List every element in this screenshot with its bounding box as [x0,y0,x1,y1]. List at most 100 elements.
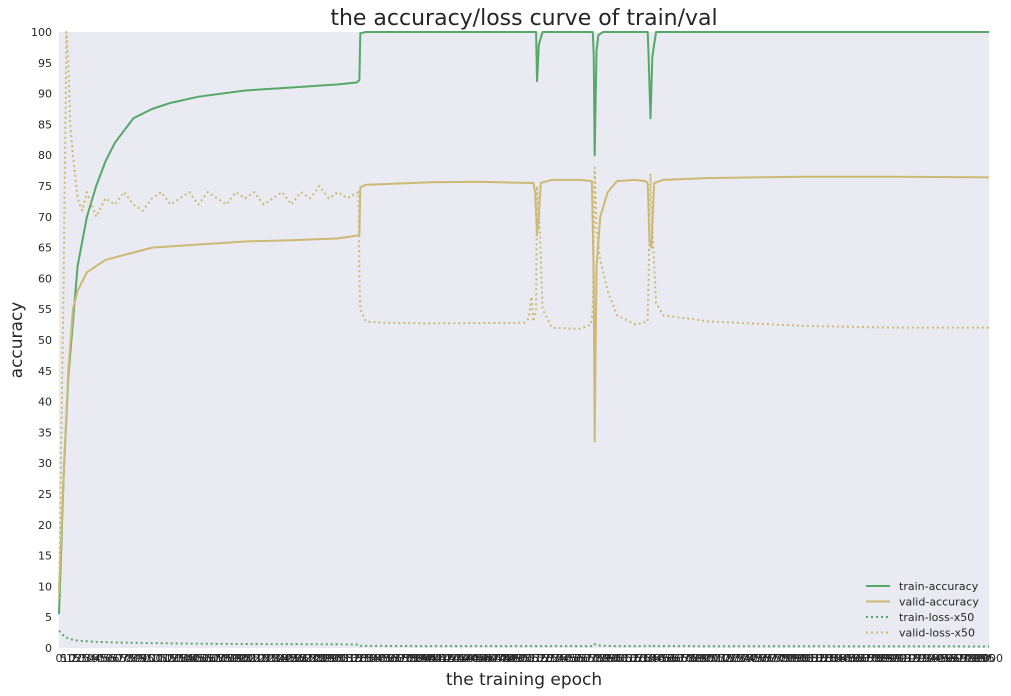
x-tick-label: 70 [117,652,131,665]
x-tick-label: 690 [690,652,711,665]
x-tick-label: 550 [560,652,581,665]
x-tick-label: 290 [318,652,339,665]
x-tick-label: 625 [630,652,651,665]
x-tick-label: 330 [355,652,376,665]
x-tick-label: 350 [374,652,395,665]
x-tick-label: 400 [421,652,442,665]
x-tick-label: 605 [611,652,632,665]
x-tick-label: 80 [126,652,140,665]
x-tick-label: 835 [825,652,846,665]
x-tick-label: 45 [94,652,108,665]
x-tick-label: 160 [197,652,218,665]
x-tick-label: 730 [727,652,748,665]
x-tick-label: 410 [430,652,451,665]
x-tick-label: 115 [155,652,176,665]
x-tick-label: 345 [369,652,390,665]
x-tick-label: 190 [225,652,246,665]
x-tick-label: 640 [644,652,665,665]
x-tick-label: 225 [258,652,279,665]
y-tick-label: 40 [38,396,52,409]
x-tick-label: 815 [806,652,827,665]
x-tick-label: 710 [709,652,730,665]
x-tick-label: 265 [295,652,316,665]
x-tick-label: 135 [174,652,195,665]
x-tick-label: 320 [346,652,367,665]
x-tick-label: 1000 [975,652,1003,665]
x-tick-label: 40 [89,652,103,665]
x-tick-label: 655 [658,652,679,665]
x-tick-label: 715 [713,652,734,665]
x-tick-label: 765 [760,652,781,665]
x-tick-label: 495 [509,652,530,665]
x-tick-label: 875 [862,652,883,665]
x-tick-label: 85 [131,652,145,665]
x-tick-label: 960 [941,652,962,665]
x-tick-label: 220 [253,652,274,665]
x-tick-label: 460 [476,652,497,665]
x-tick-label: 155 [193,652,214,665]
x-tick-label: 360 [383,652,404,665]
x-tick-label: 315 [341,652,362,665]
y-tick-label: 55 [38,303,52,316]
x-tick-label: 175 [211,652,232,665]
x-tick-label: 455 [472,652,493,665]
x-tick-label: 385 [407,652,428,665]
x-tick-label: 440 [458,652,479,665]
x-tick-label: 755 [751,652,772,665]
x-tick-label: 995 [974,652,995,665]
x-tick-label: 295 [323,652,344,665]
x-tick-label: 905 [890,652,911,665]
x-axis-label: the training epoch [446,670,602,690]
x-tick-label: 110 [151,652,172,665]
x-tick-label: 805 [797,652,818,665]
legend-label: train-accuracy [899,580,979,593]
y-tick-label: 35 [38,426,52,439]
x-tick-label: 375 [397,652,418,665]
x-tick-label: 310 [337,652,358,665]
x-tick-label: 430 [448,652,469,665]
x-tick-label: 750 [746,652,767,665]
x-tick-label: 285 [314,652,335,665]
x-tick-label: 830 [820,652,841,665]
x-tick-label: 55 [103,652,117,665]
x-tick-label: 325 [351,652,372,665]
x-tick-label: 920 [904,652,925,665]
x-tick-label: 105 [146,652,167,665]
x-tick-label: 60 [108,652,122,665]
x-tick-label: 200 [235,652,256,665]
y-tick-label: 95 [38,57,52,70]
y-tick-labels: 0 5 10 15 20 25 30 35 40 45 50 55 60 65 70 75 80 85 90 95 10… [31,26,52,655]
x-tick-label: 510 [523,652,544,665]
x-tick-label: 490 [504,652,525,665]
x-tick-label: 270 [300,652,321,665]
x-tick-label: 980 [960,652,981,665]
x-tick-label: 910 [895,652,916,665]
chart-title: the accuracy/loss curve of train/val [330,6,717,31]
y-tick-label: 75 [38,180,52,193]
x-tick-label: 675 [676,652,697,665]
x-tick-label: 885 [872,652,893,665]
x-tick-label: 800 [793,652,814,665]
x-tick-label: 15 [66,652,80,665]
series-valid-accuracy [58,175,990,593]
x-tick-label: 380 [402,652,423,665]
x-tick-label: 610 [616,652,637,665]
x-tick-label: 925 [909,652,930,665]
x-tick-label: 230 [262,652,283,665]
x-tick-label: 120 [160,652,181,665]
x-tick-label: 485 [500,652,521,665]
x-tick-label: 895 [881,652,902,665]
x-tick-label: 145 [183,652,204,665]
legend: train-accuracy valid-accuracy train-loss-x… [866,580,979,640]
x-tick-label: 150 [188,652,209,665]
x-tick-label: 575 [583,652,604,665]
x-tick-label: 275 [304,652,325,665]
x-tick-label: 340 [365,652,386,665]
x-tick-label: 725 [723,652,744,665]
x-tick-label: 100 [142,652,163,665]
x-tick-label: 235 [267,652,288,665]
x-tick-label: 245 [276,652,297,665]
x-tick-label: 780 [774,652,795,665]
x-tick-label: 370 [393,652,414,665]
x-tick-label: 420 [439,652,460,665]
